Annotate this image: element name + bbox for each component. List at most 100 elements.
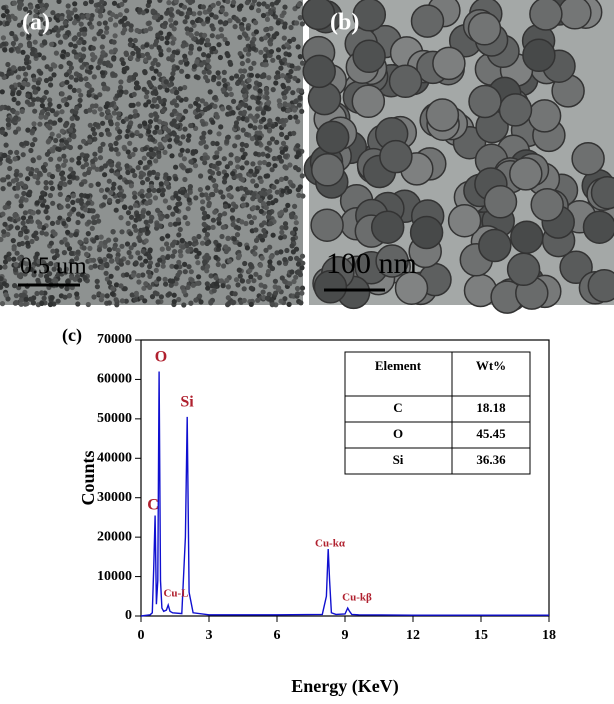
particle (85, 13, 90, 18)
particle (133, 228, 138, 233)
particle (292, 204, 297, 209)
particle (25, 176, 30, 181)
particle (299, 88, 304, 93)
particle (109, 49, 114, 54)
particle (48, 157, 53, 162)
particle (230, 171, 235, 176)
particle (239, 219, 244, 224)
y-tick-label: 60000 (97, 372, 132, 387)
particle (38, 115, 43, 120)
particle (91, 46, 96, 51)
particle (239, 186, 244, 191)
particle (97, 92, 102, 97)
particle (216, 131, 221, 136)
particle (108, 190, 113, 195)
particle (9, 31, 14, 36)
particle (251, 37, 256, 42)
particle (39, 290, 44, 295)
particle (0, 301, 5, 306)
particle (204, 253, 209, 258)
particle (109, 274, 114, 279)
particle (257, 82, 262, 87)
particle (295, 286, 300, 291)
particle (211, 46, 216, 51)
particle (49, 42, 54, 47)
particle (87, 83, 92, 88)
particle (233, 291, 238, 296)
particle (353, 40, 385, 72)
particle (30, 128, 35, 133)
particle (254, 29, 259, 34)
particle (90, 159, 95, 164)
particle (160, 192, 165, 197)
particle (113, 237, 118, 242)
particle (511, 221, 543, 253)
particle (29, 239, 34, 244)
particle (39, 301, 44, 306)
particle (98, 155, 103, 160)
particle (292, 76, 297, 81)
particle (47, 97, 52, 102)
particle (107, 198, 112, 203)
particle (245, 58, 250, 63)
particle (109, 121, 114, 126)
particle (161, 108, 166, 113)
particle (80, 65, 85, 70)
particle (5, 21, 10, 26)
particle (282, 95, 287, 100)
particle (98, 259, 103, 264)
particle (31, 85, 36, 90)
particle (252, 251, 257, 256)
particle (76, 160, 81, 165)
particle (115, 266, 120, 271)
particle (249, 302, 254, 307)
particle (202, 215, 207, 220)
particle (215, 34, 220, 39)
particle (268, 221, 273, 226)
particle (222, 156, 227, 161)
x-tick-label: 3 (206, 628, 213, 643)
particle (163, 282, 168, 287)
particle (78, 77, 83, 82)
particle (210, 33, 215, 38)
particle (95, 284, 100, 289)
table-cell: O (393, 426, 403, 441)
particle (211, 75, 216, 80)
particle (212, 104, 217, 109)
particle (61, 176, 66, 181)
particle (201, 122, 206, 127)
particle (108, 63, 113, 68)
particle (93, 263, 98, 268)
particle (87, 108, 92, 113)
particle (58, 117, 63, 122)
particle (270, 58, 275, 63)
particle (63, 123, 68, 128)
table-cell: 45.45 (476, 426, 506, 441)
particle (193, 195, 198, 200)
particle (81, 54, 86, 59)
particle (118, 283, 123, 288)
particle (258, 234, 263, 239)
particle (274, 179, 279, 184)
particle (61, 154, 66, 159)
particle (281, 122, 286, 127)
particle (572, 143, 604, 175)
particle (263, 35, 268, 40)
particle (131, 273, 136, 278)
particle (17, 242, 22, 247)
particle (38, 71, 43, 76)
particle (264, 174, 269, 179)
y-tick-label: 30000 (97, 490, 132, 505)
particle (297, 2, 302, 7)
particle (111, 56, 116, 61)
particle (23, 72, 28, 77)
particle (123, 90, 128, 95)
particle (12, 117, 17, 122)
table-cell: 36.36 (476, 452, 506, 467)
particle (261, 290, 266, 295)
particle (255, 298, 260, 303)
peak-label: O (155, 349, 167, 366)
particle (263, 248, 268, 253)
particle (143, 165, 148, 170)
